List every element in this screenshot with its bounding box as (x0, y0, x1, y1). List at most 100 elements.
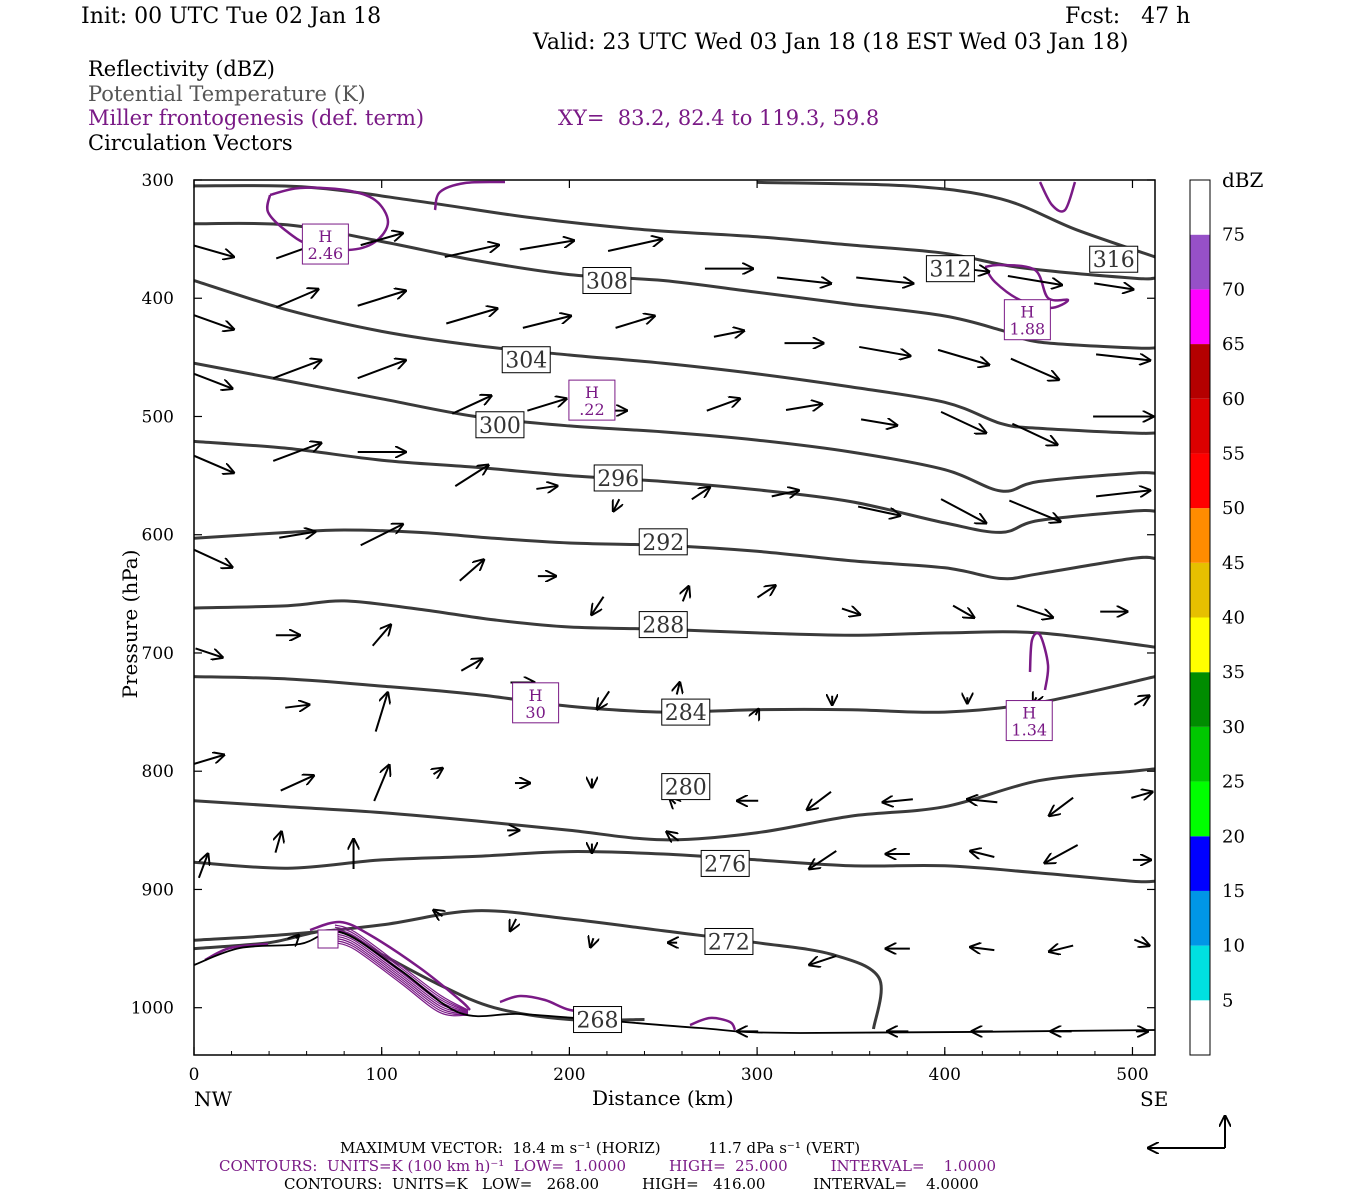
circulation-vectors (194, 233, 1153, 1031)
contour-label-box (501, 346, 551, 374)
contour-label-box (661, 773, 711, 801)
contour-label-box (638, 611, 688, 639)
circulation-vector (706, 399, 740, 412)
x-tick-label: 0 (189, 1065, 200, 1085)
circulation-vector (683, 586, 689, 602)
theta-contour-316 (757, 180, 1155, 259)
circulation-vector (527, 399, 566, 412)
contour-label-box (573, 1006, 623, 1034)
circulation-vector (952, 604, 974, 618)
circulation-vector (771, 490, 799, 496)
frontogenesis-high-label: H (1020, 303, 1034, 322)
frontogenesis-contour (334, 942, 469, 1017)
colorbar-tick-label: 50 (1222, 498, 1245, 519)
frontogenesis-contour (433, 180, 506, 211)
y-axis-label: Pressure (hPa) (118, 549, 142, 699)
circulation-vector (522, 316, 571, 329)
circulation-vector (809, 850, 837, 869)
circulation-vector (280, 776, 314, 792)
circulation-vector (1007, 275, 1062, 285)
colorbar-tick-label: 35 (1222, 662, 1245, 683)
circulation-vector (194, 548, 232, 567)
colorbar-swatch (1190, 781, 1210, 837)
circulation-vector (776, 278, 831, 284)
circulation-vector (446, 308, 497, 325)
circulation-vector (459, 560, 484, 582)
init-time: Init: 00 UTC Tue 02 Jan 18 (81, 4, 382, 29)
circulation-vector (615, 316, 655, 329)
colorbar-swatch (1190, 508, 1210, 563)
contour-label-box (700, 849, 750, 877)
circulation-vector (1095, 490, 1150, 496)
contour-label-280: 280 (665, 776, 707, 801)
y-tick-label: 600 (142, 526, 174, 546)
contour-label-292: 292 (642, 531, 684, 556)
colorbar-swatch (1190, 344, 1210, 399)
y-tick-label: 900 (142, 880, 174, 900)
contour-label-300: 300 (479, 414, 521, 439)
colorbar-swatch (1190, 453, 1210, 509)
frontogenesis-contour (1028, 631, 1050, 691)
circulation-vector (1008, 499, 1060, 522)
circulation-vector (194, 372, 232, 389)
frontogenesis-high-box (1003, 299, 1051, 341)
x-tick-label: 200 (553, 1065, 585, 1085)
circulation-vector (1049, 796, 1074, 816)
x-tick-label: 300 (741, 1065, 773, 1085)
circulation-vector (1049, 946, 1074, 952)
theta-contour-292 (194, 528, 1155, 581)
contour-label-box (475, 411, 525, 439)
circulation-vector (194, 454, 234, 473)
circulation-vector (607, 239, 662, 253)
contour-label-304: 304 (505, 349, 547, 374)
y-tick-label: 400 (142, 289, 174, 309)
frontogenesis-contour (1038, 181, 1077, 213)
circulation-vector (937, 348, 989, 365)
x-tick-label: 100 (365, 1065, 397, 1085)
circulation-vector (1133, 696, 1149, 705)
circulation-vector (940, 410, 986, 433)
legend-xy: XY= 83.2, 82.4 to 119.3, 59.8 (558, 106, 880, 130)
circulation-vector (195, 647, 223, 657)
frontogenesis-contours-note: CONTOURS: UNITS=K (100 km h)⁻¹ LOW= 1.00… (219, 1157, 997, 1175)
colorbar-tick-label: 25 (1222, 772, 1245, 793)
circulation-vector (275, 832, 281, 853)
contour-label-box (593, 464, 643, 492)
forecast-hour: Fcst: 47 h (1065, 4, 1191, 29)
contour-label-box (1089, 245, 1139, 273)
circulation-vector (460, 659, 482, 672)
frontogenesis-high-label: H (318, 227, 332, 246)
circulation-vector (357, 291, 406, 307)
colorbar-swatch (1190, 672, 1210, 727)
frontogenesis-high-label: 2.46 (308, 244, 344, 263)
legend-reflectivity: Reflectivity (dBZ) (88, 57, 276, 81)
theta-contour-296 (194, 439, 1155, 534)
colorbar-swatch (1190, 234, 1210, 290)
colorbar-swatch (1190, 890, 1210, 946)
frontogenesis-high-label: 1.34 (1011, 721, 1047, 740)
circulation-vector (883, 799, 913, 802)
circulation-vector (860, 419, 897, 425)
circulation-vector (536, 486, 557, 489)
contour-label-284: 284 (665, 701, 707, 726)
colorbar-swatch (1190, 1000, 1210, 1055)
circulation-vector (1011, 422, 1057, 445)
x-tick-label: 400 (929, 1065, 961, 1085)
axes: 0 100 200 300 400 500 300 400 500 600 700 800 900 100… (131, 171, 1225, 1148)
circulation-vector (454, 465, 488, 487)
colorbar: 5 10 15 20 25 30 35 40 45 50 55 60 65 70 75 (1189, 179, 1245, 1056)
frontogenesis-high-label: 1.88 (1010, 320, 1046, 339)
x-right-end-label: SE (1140, 1087, 1169, 1111)
y-tick-label: 800 (142, 762, 174, 782)
circulation-vector (856, 278, 913, 284)
frontogenesis-high-box (512, 682, 560, 724)
theta-contour-280 (194, 767, 1155, 842)
colorbar-tick-label: 65 (1222, 334, 1245, 355)
circulation-vector (285, 705, 309, 708)
contour-label-box (925, 255, 975, 283)
theta-contours-note: CONTOURS: UNITS=K LOW= 268.00 HIGH= 416.… (284, 1175, 979, 1193)
circulation-vector (592, 596, 605, 615)
frontogenesis-contour (334, 935, 469, 1014)
circulation-vector (360, 524, 403, 547)
